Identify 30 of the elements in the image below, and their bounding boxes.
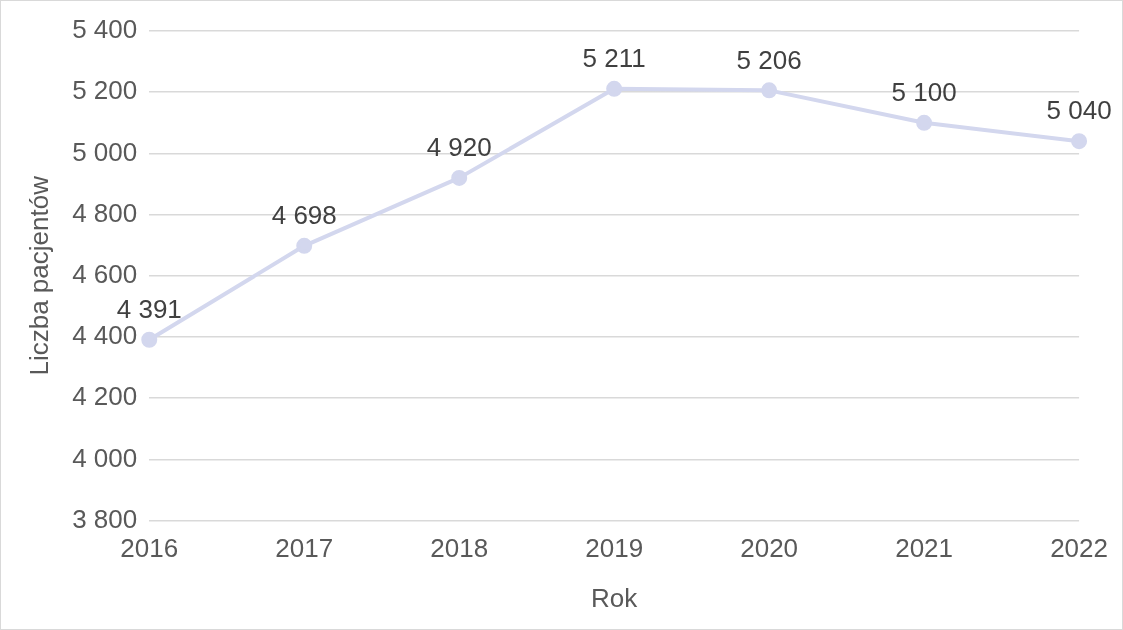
x-tick-label: 2017 [275,533,334,564]
y-tick-label: 4 200 [72,381,138,412]
point [1071,133,1088,150]
x-tick-label: 2020 [740,533,799,564]
data-label: 5 100 [891,76,957,107]
x-tick-label: 2018 [430,533,489,564]
point [916,114,933,131]
point [451,169,468,186]
y-tick-label: 5 400 [72,14,138,45]
y-tick-label: 4 800 [72,197,138,228]
x-tick-label: 2019 [585,533,644,564]
point [761,82,778,99]
y-tick-label: 5 200 [72,75,138,106]
x-tick-label: 2022 [1050,533,1108,564]
y-axis-title: Liczba pacjentów [23,175,54,376]
y-tick-label: 4 000 [72,442,138,473]
data-label: 5 211 [582,43,646,74]
point [296,237,313,254]
data-label: 5 206 [736,44,802,75]
x-axis-title: Rok [591,582,639,613]
data-label: 5 040 [1046,95,1112,126]
data-label: 4 920 [426,132,492,163]
point [606,80,623,97]
x-tick-label: 2021 [895,533,954,564]
y-tick-label: 3 800 [72,503,138,534]
y-tick-label: 5 000 [72,136,138,167]
data-label: 4 698 [271,199,337,230]
x-tick-label: 2016 [120,533,179,564]
point [141,331,158,348]
y-tick-label: 4 600 [72,258,138,289]
